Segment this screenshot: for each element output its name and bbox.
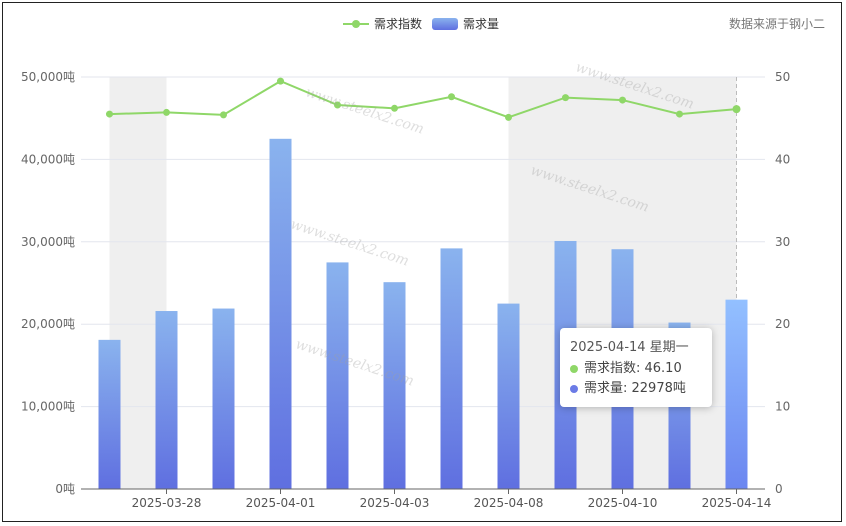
- bar-demand-volume: [269, 138, 292, 490]
- x-tick-label: 2025-04-08: [474, 496, 544, 510]
- point-demand-index: [732, 105, 741, 114]
- right-tick-label: 0: [775, 482, 783, 496]
- legend-bar-swatch: [432, 17, 459, 30]
- left-tick-label: 10,000吨: [21, 400, 75, 414]
- bar-demand-volume: [440, 248, 463, 489]
- chart-legend: 需求指数 需求量: [343, 15, 509, 32]
- bar-demand-volume: [326, 262, 349, 489]
- point-demand-index: [676, 110, 683, 118]
- x-axis: 2025-03-28 2025-04-01 2025-04-03 2025-04-08…: [81, 488, 772, 510]
- point-demand-index: [106, 110, 113, 118]
- chart-tooltip: 2025-04-14 星期一 需求指数: 46.10 需求量: 22978吨: [560, 328, 712, 407]
- tooltip-row-volume: 需求量: 22978吨: [570, 379, 702, 399]
- point-demand-index: [505, 113, 512, 121]
- legend-item-demand-volume[interactable]: 需求量: [432, 15, 499, 32]
- line-series-demand-index: [106, 77, 741, 121]
- point-demand-index: [334, 101, 341, 109]
- tooltip-dot-volume: [570, 385, 578, 393]
- point-demand-index: [163, 108, 170, 116]
- point-demand-index: [619, 96, 626, 104]
- x-tick-label: 2025-03-28: [132, 496, 202, 510]
- right-tick-label: 20: [775, 317, 790, 331]
- right-tick-label: 50: [775, 70, 790, 84]
- right-tick-label: 10: [775, 400, 790, 414]
- left-tick-label: 40,000吨: [21, 152, 75, 166]
- x-tick-label: 2025-04-03: [360, 496, 430, 510]
- x-tick-label: 2025-04-14: [702, 496, 772, 510]
- right-tick-label: 30: [775, 235, 790, 249]
- chart-canvas: 0吨 10,000吨 20,000吨 30,000吨 40,000吨 50,000吨 0 1…: [21, 70, 790, 510]
- point-demand-index: [562, 94, 569, 102]
- tooltip-dot-index: [570, 365, 578, 373]
- legend-label-demand-volume: 需求量: [463, 17, 500, 31]
- tooltip-index-text: 需求指数: 46.10: [584, 361, 682, 376]
- x-tick-label: 2025-04-01: [246, 496, 316, 510]
- background-bands: [109, 77, 737, 489]
- point-demand-index: [277, 77, 284, 85]
- tooltip-row-index: 需求指数: 46.10: [570, 359, 702, 379]
- data-source-note: 数据来源于钢小二: [728, 17, 825, 31]
- x-tick-label: 2025-04-10: [588, 496, 658, 510]
- legend-line-swatch: [343, 19, 369, 28]
- left-tick-label: 30,000吨: [21, 235, 75, 249]
- left-tick-label: 0吨: [55, 482, 75, 496]
- bar-demand-volume: [497, 303, 520, 489]
- right-axis: 0 10 20 30 40 50: [775, 70, 790, 496]
- line-demand-index: [109, 80, 737, 119]
- bar-demand-volume: [212, 308, 235, 489]
- legend-item-demand-index[interactable]: 需求指数: [343, 15, 422, 32]
- bar-demand-volume: [383, 282, 406, 489]
- grid-lines: [81, 76, 765, 408]
- tooltip-title: 2025-04-14 星期一: [570, 340, 689, 355]
- legend-label-demand-index: 需求指数: [374, 17, 423, 31]
- tooltip-volume-text: 需求量: 22978吨: [584, 381, 686, 396]
- right-tick-label: 40: [775, 152, 790, 166]
- point-demand-index: [448, 93, 455, 101]
- bar-demand-volume: [155, 311, 178, 489]
- point-demand-index: [220, 111, 227, 119]
- left-axis: 0吨 10,000吨 20,000吨 30,000吨 40,000吨 50,000吨: [21, 70, 75, 496]
- bar-demand-volume: [98, 339, 121, 489]
- bar-demand-volume: [725, 299, 748, 489]
- left-tick-label: 50,000吨: [21, 70, 75, 84]
- left-tick-label: 20,000吨: [21, 317, 75, 331]
- point-demand-index: [391, 104, 398, 112]
